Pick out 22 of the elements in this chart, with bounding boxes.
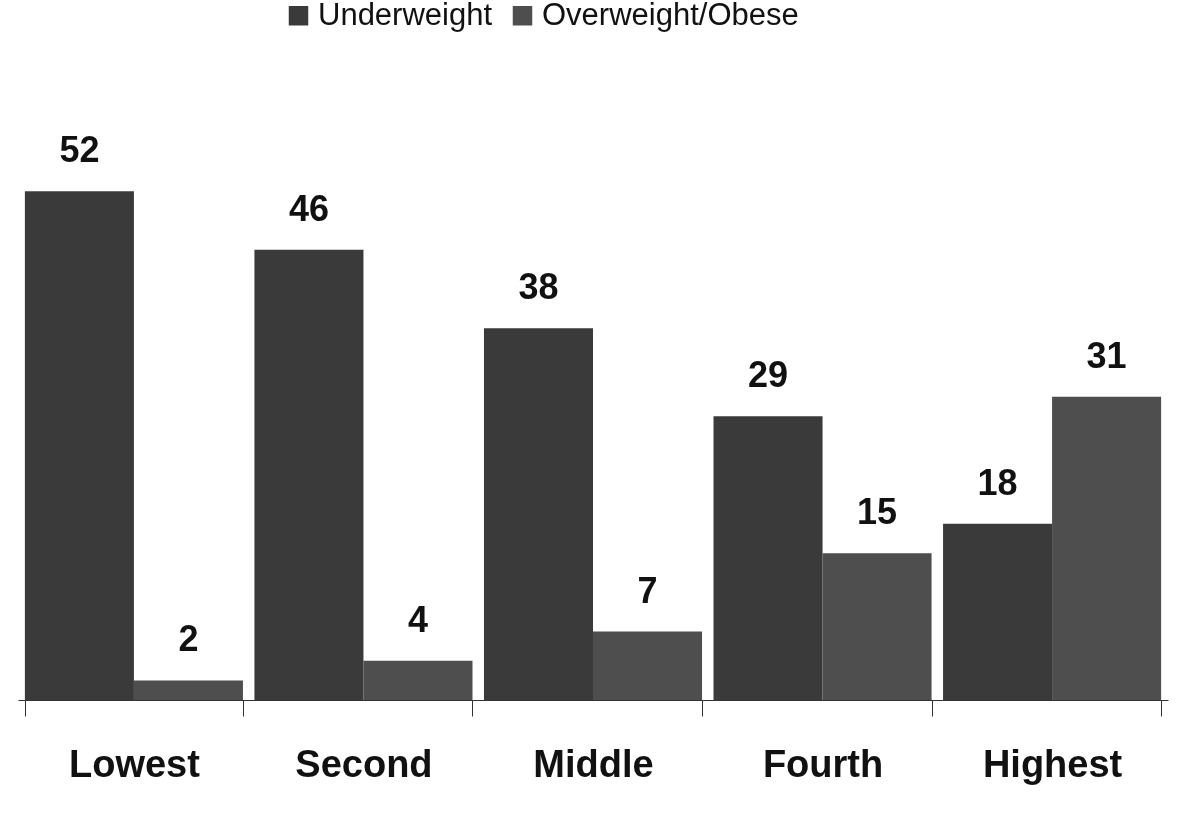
- data-label: 31: [1086, 334, 1127, 376]
- data-label: 2: [178, 618, 199, 660]
- legend-label: Underweight: [318, 0, 493, 32]
- data-label: 7: [637, 569, 658, 611]
- data-label: 29: [748, 354, 789, 396]
- x-tick-label: Fourth: [762, 742, 884, 785]
- data-label: 52: [59, 129, 100, 171]
- bar: [822, 553, 932, 700]
- x-tick-label: Middle: [533, 742, 654, 785]
- x-tick-label: Second: [295, 742, 433, 785]
- legend-label: Overweight/Obese: [542, 0, 799, 32]
- data-label: 38: [518, 266, 559, 308]
- bar: [1052, 396, 1162, 700]
- bar: [593, 631, 703, 700]
- bar: [363, 660, 473, 700]
- data-label: 46: [288, 187, 329, 229]
- data-label: 15: [857, 491, 898, 533]
- data-label: 18: [977, 461, 1018, 503]
- data-label: 4: [407, 598, 428, 640]
- x-tick-label: Lowest: [68, 742, 201, 785]
- x-tick-label: Highest: [982, 742, 1123, 785]
- bar: [133, 680, 243, 700]
